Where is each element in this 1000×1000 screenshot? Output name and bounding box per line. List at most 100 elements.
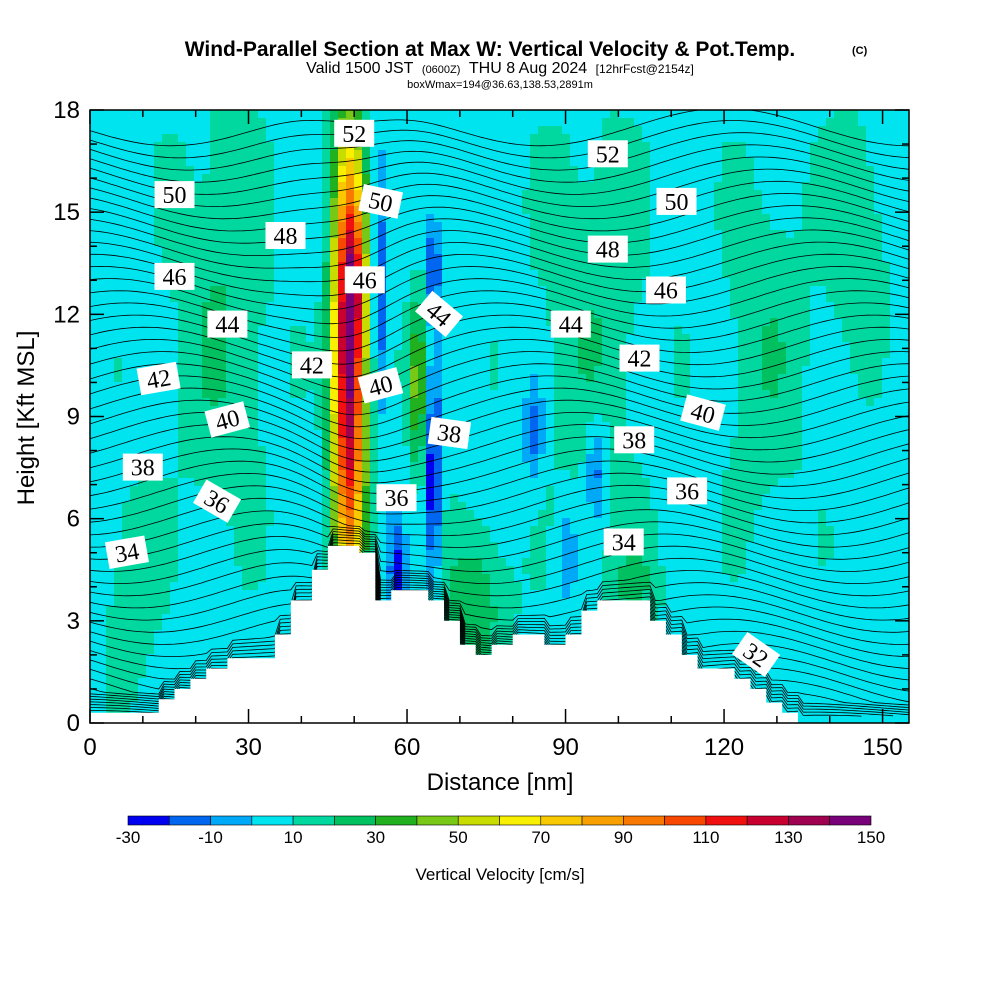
velocity-cell (322, 326, 331, 335)
velocity-cell (490, 350, 499, 359)
velocity-cell (186, 414, 195, 423)
velocity-cell (218, 294, 227, 303)
velocity-cell (378, 590, 387, 599)
velocity-cell (498, 582, 507, 591)
velocity-cell (242, 118, 251, 127)
velocity-cell (442, 518, 451, 527)
velocity-cell (186, 254, 195, 263)
velocity-cell (498, 262, 507, 271)
velocity-cell (370, 230, 379, 239)
velocity-cell (386, 518, 395, 527)
velocity-cell (266, 302, 275, 311)
velocity-cell (394, 582, 403, 591)
velocity-cell (490, 366, 499, 375)
velocity-cell (90, 222, 99, 231)
velocity-cell (250, 518, 259, 527)
velocity-cell (250, 222, 259, 231)
velocity-cell (154, 398, 163, 407)
velocity-cell (242, 518, 251, 527)
velocity-cell (250, 350, 259, 359)
velocity-cell (594, 590, 603, 599)
velocity-cell (394, 350, 403, 359)
velocity-cell (194, 262, 203, 271)
velocity-cell (578, 358, 587, 367)
velocity-cell (562, 182, 571, 191)
velocity-cell (266, 174, 275, 183)
velocity-cell (290, 190, 299, 199)
velocity-cell (218, 190, 227, 199)
velocity-cell (234, 478, 243, 487)
velocity-cell (458, 366, 467, 375)
velocity-cell (250, 214, 259, 223)
velocity-cell (338, 110, 347, 119)
velocity-cell (530, 246, 539, 255)
velocity-cell (242, 110, 251, 119)
velocity-cell (570, 614, 579, 623)
velocity-cell (130, 398, 139, 407)
velocity-cell (426, 478, 435, 487)
valid-main: Valid 1500 JST (306, 60, 414, 77)
velocity-cell (378, 526, 387, 535)
velocity-cell (394, 310, 403, 319)
velocity-cell (506, 134, 515, 143)
velocity-cell (466, 174, 475, 183)
velocity-cell (586, 406, 595, 415)
velocity-cell (418, 142, 427, 151)
velocity-cell (194, 478, 203, 487)
velocity-cell (234, 462, 243, 471)
velocity-cell (434, 550, 443, 559)
velocity-cell (466, 358, 475, 367)
velocity-cell (314, 214, 323, 223)
velocity-cell (370, 350, 379, 359)
velocity-cell (402, 310, 411, 319)
velocity-cell (290, 302, 299, 311)
velocity-cell (322, 406, 331, 415)
velocity-cell (346, 334, 355, 343)
velocity-cell (442, 542, 451, 551)
velocity-cell (538, 534, 547, 543)
velocity-cell (530, 262, 539, 271)
velocity-cell (442, 478, 451, 487)
velocity-cell (178, 638, 187, 647)
velocity-cell (402, 438, 411, 447)
velocity-cell (434, 478, 443, 487)
velocity-cell (482, 534, 491, 543)
velocity-cell (178, 126, 187, 135)
velocity-cell (98, 550, 107, 559)
velocity-cell (114, 150, 123, 159)
velocity-cell (226, 598, 235, 607)
velocity-cell (370, 366, 379, 375)
velocity-cell (186, 134, 195, 143)
velocity-cell (586, 566, 595, 575)
velocity-cell (530, 270, 539, 279)
velocity-cell (250, 398, 259, 407)
velocity-cell (394, 174, 403, 183)
velocity-cell (274, 446, 283, 455)
velocity-cell (170, 238, 179, 247)
velocity-cell (474, 478, 483, 487)
velocity-cell (162, 310, 171, 319)
velocity-cell (554, 438, 563, 447)
velocity-cell (234, 510, 243, 519)
velocity-cell (306, 414, 315, 423)
velocity-cell (394, 302, 403, 311)
velocity-cell (442, 350, 451, 359)
velocity-cell (178, 142, 187, 151)
velocity-cell (410, 222, 419, 231)
velocity-cell (218, 342, 227, 351)
velocity-cell (498, 502, 507, 511)
velocity-cell (506, 326, 515, 335)
velocity-cell (266, 198, 275, 207)
velocity-cell (434, 366, 443, 375)
velocity-cell (482, 198, 491, 207)
velocity-cell (378, 318, 387, 327)
velocity-cell (578, 270, 587, 279)
velocity-cell (346, 350, 355, 359)
velocity-cell (450, 334, 459, 343)
velocity-cell (346, 150, 355, 159)
velocity-cell (226, 454, 235, 463)
velocity-cell (186, 286, 195, 295)
velocity-cell (122, 566, 131, 575)
velocity-cell (122, 486, 131, 495)
velocity-cell (242, 166, 251, 175)
